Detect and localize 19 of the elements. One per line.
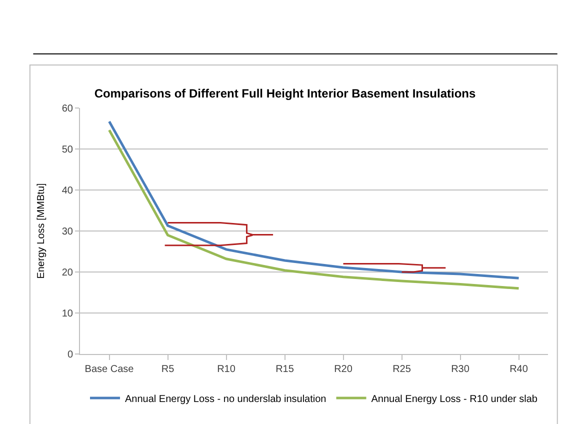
y-tick-label: 50 bbox=[62, 144, 74, 156]
x-tick-label: Base Case bbox=[84, 364, 134, 375]
x-tick-label: R25 bbox=[392, 364, 412, 375]
x-tick-label: R40 bbox=[510, 364, 528, 375]
legend-label: Annual Energy Loss - R10 under slab bbox=[371, 394, 538, 405]
x-tick-label: R10 bbox=[217, 364, 236, 375]
x-tick-label: R15 bbox=[276, 364, 294, 375]
legend-label: Annual Energy Loss - no underslab insulation bbox=[125, 394, 326, 405]
chart-title: Comparisons of Different Full Height Interior Basement Insulations bbox=[94, 86, 476, 100]
y-tick-label: 60 bbox=[62, 104, 74, 114]
y-tick-label: 10 bbox=[62, 308, 74, 320]
x-tick-label: R20 bbox=[334, 364, 353, 375]
y-tick-label: 30 bbox=[62, 226, 74, 238]
x-tick-label: R30 bbox=[451, 364, 470, 375]
y-axis-title: Energy Loss [MMBtu] bbox=[36, 182, 47, 279]
y-tick-label: 40 bbox=[62, 186, 74, 196]
y-tick-label: 0 bbox=[67, 350, 74, 360]
y-tick-label: 20 bbox=[62, 268, 74, 278]
x-tick-label: R5 bbox=[161, 364, 175, 375]
